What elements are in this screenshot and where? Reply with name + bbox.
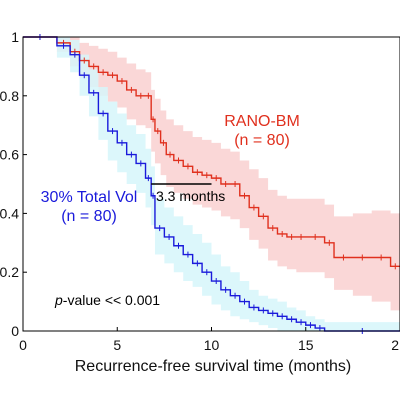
p-value-italic: p	[54, 292, 63, 308]
x-tick-label: 0	[19, 337, 27, 353]
p-value-label: p-value << 0.001	[54, 292, 160, 308]
y-tick-label: 1	[11, 29, 19, 45]
series-count-rano: (n = 80)	[234, 132, 290, 149]
p-value-rest: -value << 0.001	[63, 292, 161, 308]
y-tick-label: 0.4	[0, 205, 19, 221]
x-tick-label: 15	[298, 337, 314, 353]
x-tick-label: 2	[391, 337, 399, 353]
median-gap-label: 3.3 months	[156, 188, 225, 204]
x-tick-label: 5	[113, 337, 121, 353]
axis-ticks: 00.20.40.60.810 5 10 15 2	[0, 29, 400, 353]
confidence-band-1	[23, 37, 400, 331]
x-tick-label: 10	[204, 337, 220, 353]
y-tick-label: 0.2	[0, 264, 19, 280]
y-tick-label: 0.6	[0, 147, 19, 163]
series-count-total-vol: (n = 80)	[61, 208, 117, 225]
y-tick-label: 0	[11, 323, 19, 339]
x-axis-title: Recurrence-free survival time (months)	[75, 358, 352, 375]
series-label-rano: RANO-BM	[224, 113, 300, 130]
y-tick-label: 0.8	[0, 88, 19, 104]
series-label-total-vol: 30% Total Vol	[41, 189, 138, 206]
